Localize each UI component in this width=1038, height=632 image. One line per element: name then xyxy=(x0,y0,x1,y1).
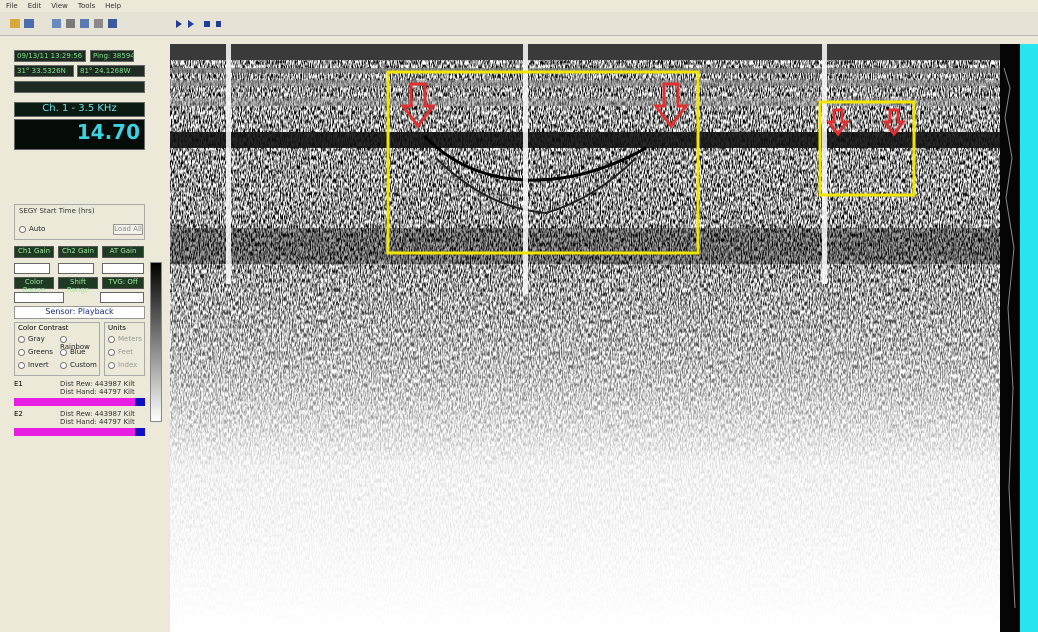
save-button[interactable] xyxy=(24,19,34,28)
reflector-band xyxy=(170,228,1000,264)
range-button[interactable]: TVG: Off xyxy=(102,277,144,289)
units-option[interactable]: Index xyxy=(108,361,137,371)
layer-name: E2 xyxy=(14,410,23,418)
contrast-option[interactable]: Custom xyxy=(60,361,97,371)
gain-input[interactable] xyxy=(14,263,50,274)
gain-input[interactable] xyxy=(102,263,144,274)
menu-bar: File Edit View Tools Help xyxy=(6,2,306,11)
marker-line xyxy=(226,44,231,284)
range-button[interactable]: Shift Range xyxy=(58,277,98,289)
status-bar xyxy=(14,81,145,93)
menu-item[interactable]: Help xyxy=(105,2,121,10)
gain-button[interactable]: AT Gain xyxy=(102,246,144,258)
open-button[interactable] xyxy=(10,19,20,28)
gain-button[interactable]: Ch2 Gain xyxy=(58,246,98,258)
seafloor-band xyxy=(170,132,1000,148)
range-button[interactable]: Color Range xyxy=(14,277,54,289)
menu-item[interactable]: Edit xyxy=(28,2,42,10)
depth-readout: 14.70 xyxy=(14,119,145,150)
menu-item[interactable]: File xyxy=(6,2,18,10)
menu-item[interactable]: View xyxy=(51,2,68,10)
gain-input[interactable] xyxy=(58,263,94,274)
marker-line xyxy=(523,44,528,294)
date-field: 09/13/11 13:29:56 xyxy=(14,50,86,62)
units-title: Units xyxy=(108,324,126,332)
ping-field: Ping: 38594 xyxy=(90,50,134,62)
stop-button[interactable] xyxy=(204,21,210,27)
channel-label: Ch. 1 - 3.5 KHz xyxy=(14,102,145,117)
segy-title: SEGY Start Time (hrs) xyxy=(19,207,95,215)
lat-field: 31° 33.5326N xyxy=(14,65,74,77)
sonar-view xyxy=(166,38,1038,632)
play-button[interactable] xyxy=(176,20,182,28)
sensor-label: Sensor: Playback xyxy=(14,306,145,319)
contrast-option[interactable]: Gray xyxy=(18,335,45,345)
tool-button[interactable] xyxy=(52,19,61,28)
segy-group: SEGY Start Time (hrs) Auto Load All xyxy=(14,204,145,240)
layer-info: Dist Hand: 44797 Kilt xyxy=(60,388,135,396)
load-button[interactable]: Load All xyxy=(113,224,143,235)
lon-field: 81° 24.1268W xyxy=(77,65,145,77)
menu-item[interactable]: Tools xyxy=(78,2,95,10)
units-group: Units Meters Feet Index xyxy=(104,322,145,376)
tool-button[interactable] xyxy=(80,19,89,28)
contrast-option[interactable]: Greens xyxy=(18,348,53,358)
layer-name: E1 xyxy=(14,380,23,388)
contrast-title: Color Contrast xyxy=(18,324,68,332)
layer-color-bar[interactable] xyxy=(14,398,145,406)
help-button[interactable] xyxy=(108,19,117,28)
toolbar xyxy=(0,12,1038,36)
forward-button[interactable] xyxy=(188,20,194,28)
segy-option[interactable]: Auto xyxy=(19,225,45,235)
layer-info: Dist Rew: 443987 Kilt xyxy=(60,380,135,388)
contrast-group: Color Contrast Gray Rainbow Greens Blue Inve… xyxy=(14,322,100,376)
tool-button[interactable] xyxy=(66,19,75,28)
gain-button[interactable]: Ch1 Gain xyxy=(14,246,54,258)
units-option[interactable]: Meters xyxy=(108,335,142,345)
layer-color-bar[interactable] xyxy=(14,428,145,436)
contrast-option[interactable]: Blue xyxy=(60,348,86,358)
print-button[interactable] xyxy=(94,19,103,28)
surface-band xyxy=(170,80,1000,86)
toolbar-icons xyxy=(0,12,260,36)
pause-button[interactable] xyxy=(216,21,221,27)
layer-info: Dist Rew: 443987 Kilt xyxy=(60,410,135,418)
left-panel: 09/13/11 13:29:56 Ping: 38594 31° 33.532… xyxy=(0,38,166,632)
range-input[interactable] xyxy=(100,292,144,303)
layer-info: Dist Hand: 44797 Kilt xyxy=(60,418,135,426)
contrast-option[interactable]: Rainbow xyxy=(60,335,99,345)
contrast-option[interactable]: Invert xyxy=(18,361,49,371)
gray-scale-bar xyxy=(150,262,162,422)
units-option[interactable]: Feet xyxy=(108,348,133,358)
side-bar xyxy=(1020,44,1038,632)
app-window: File Edit View Tools Help 09/13/11 13:29:56 … xyxy=(0,0,1038,632)
marker-line xyxy=(822,44,827,284)
surface-band xyxy=(170,44,1000,60)
